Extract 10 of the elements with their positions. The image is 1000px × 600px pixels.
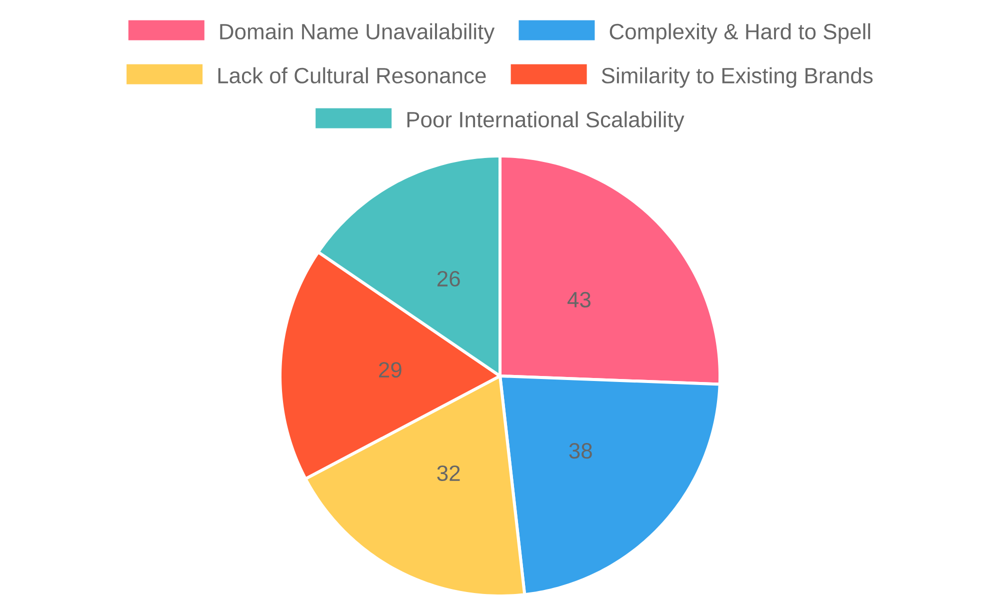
legend-label: Lack of Cultural Resonance xyxy=(218,67,486,84)
legend-label: Complexity & Hard to Spell xyxy=(610,23,870,44)
legend-label: Similarity to Existing Brands xyxy=(602,67,873,88)
data-label: 32 xyxy=(437,465,460,482)
data-label: 26 xyxy=(437,270,460,287)
legend-label: Poor International Scalability xyxy=(407,111,684,132)
legend-label: Domain Name Unavailability xyxy=(220,23,495,44)
data-label: 43 xyxy=(568,292,590,308)
data-label: 38 xyxy=(569,443,592,459)
data-label: 29 xyxy=(379,362,402,378)
